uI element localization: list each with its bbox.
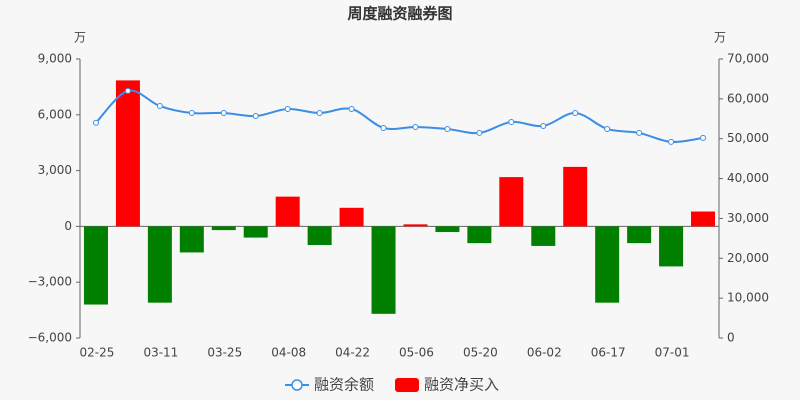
- bar: [179, 226, 204, 253]
- bar: [563, 166, 588, 227]
- line-point: [604, 125, 611, 132]
- y2-unit: 万: [714, 31, 726, 45]
- bar: [435, 226, 460, 232]
- y-unit: 万: [74, 31, 86, 45]
- y-tick-label: 6,000: [38, 107, 72, 121]
- bar: [403, 224, 428, 227]
- x-tick-label: 05-20: [463, 346, 498, 360]
- x-tick-label: 04-22: [335, 346, 370, 360]
- y-tick-label: −3,000: [28, 275, 72, 289]
- line-point: [668, 138, 675, 145]
- y2-tick-label: 0: [727, 331, 735, 345]
- y2-tick-label: 30,000: [727, 211, 769, 225]
- bar: [307, 226, 332, 245]
- y-tick-label: 3,000: [38, 163, 72, 177]
- bar: [627, 226, 652, 244]
- line-point: [348, 106, 355, 113]
- line-point: [444, 125, 451, 132]
- line-point: [540, 122, 547, 129]
- line-point: [572, 110, 579, 117]
- bar: [275, 196, 300, 227]
- line-point: [476, 129, 483, 136]
- bar: [339, 207, 364, 227]
- bar: [531, 226, 556, 246]
- bar: [83, 226, 108, 305]
- line-point: [188, 110, 195, 117]
- x-tick-label: 05-06: [399, 346, 434, 360]
- line-point: [700, 134, 707, 141]
- line: [95, 89, 704, 143]
- line-point: [124, 87, 131, 94]
- x-tick-label: 03-11: [143, 346, 178, 360]
- line-point: [380, 124, 387, 131]
- x-tick-label: 07-01: [655, 346, 690, 360]
- y-tick-label: 9,000: [38, 52, 72, 66]
- bar: [243, 226, 268, 238]
- y2-tick-label: 10,000: [727, 291, 769, 305]
- line-point: [284, 106, 291, 113]
- x-tick-label: 02-25: [80, 346, 115, 360]
- y2-tick-label: 60,000: [727, 91, 769, 105]
- bar: [691, 211, 716, 227]
- line-point: [412, 123, 419, 130]
- line-point: [156, 103, 163, 110]
- chart-title: 周度融资融券图: [347, 5, 452, 23]
- x-tick-label: 03-25: [207, 346, 242, 360]
- bar: [499, 177, 524, 227]
- y2-tick-label: 20,000: [727, 251, 769, 265]
- y2-tick-label: 50,000: [727, 131, 769, 145]
- bar: [371, 226, 396, 314]
- y-tick-label: −6,000: [28, 331, 72, 345]
- bar: [115, 80, 140, 227]
- x-tick-label: 06-02: [527, 346, 562, 360]
- legend-swatch: [395, 378, 419, 392]
- bar: [211, 226, 236, 231]
- line-point: [636, 129, 643, 136]
- x-tick-label: 04-08: [271, 346, 306, 360]
- legend-label: 融资余额: [314, 376, 374, 394]
- y-tick-label: 0: [64, 219, 72, 233]
- y2-tick-label: 70,000: [727, 52, 769, 66]
- bar: [467, 226, 492, 244]
- line-point: [220, 110, 227, 117]
- y2-tick-label: 40,000: [727, 171, 769, 185]
- line-point: [92, 119, 99, 126]
- x-tick-label: 06-17: [591, 346, 626, 360]
- bar: [595, 226, 620, 303]
- bar: [147, 226, 172, 303]
- line-point: [252, 112, 259, 119]
- legend-marker: [291, 379, 303, 391]
- line-point: [316, 110, 323, 117]
- line-point: [508, 118, 515, 125]
- bar: [659, 226, 684, 267]
- legend-label: 融资净买入: [424, 376, 499, 394]
